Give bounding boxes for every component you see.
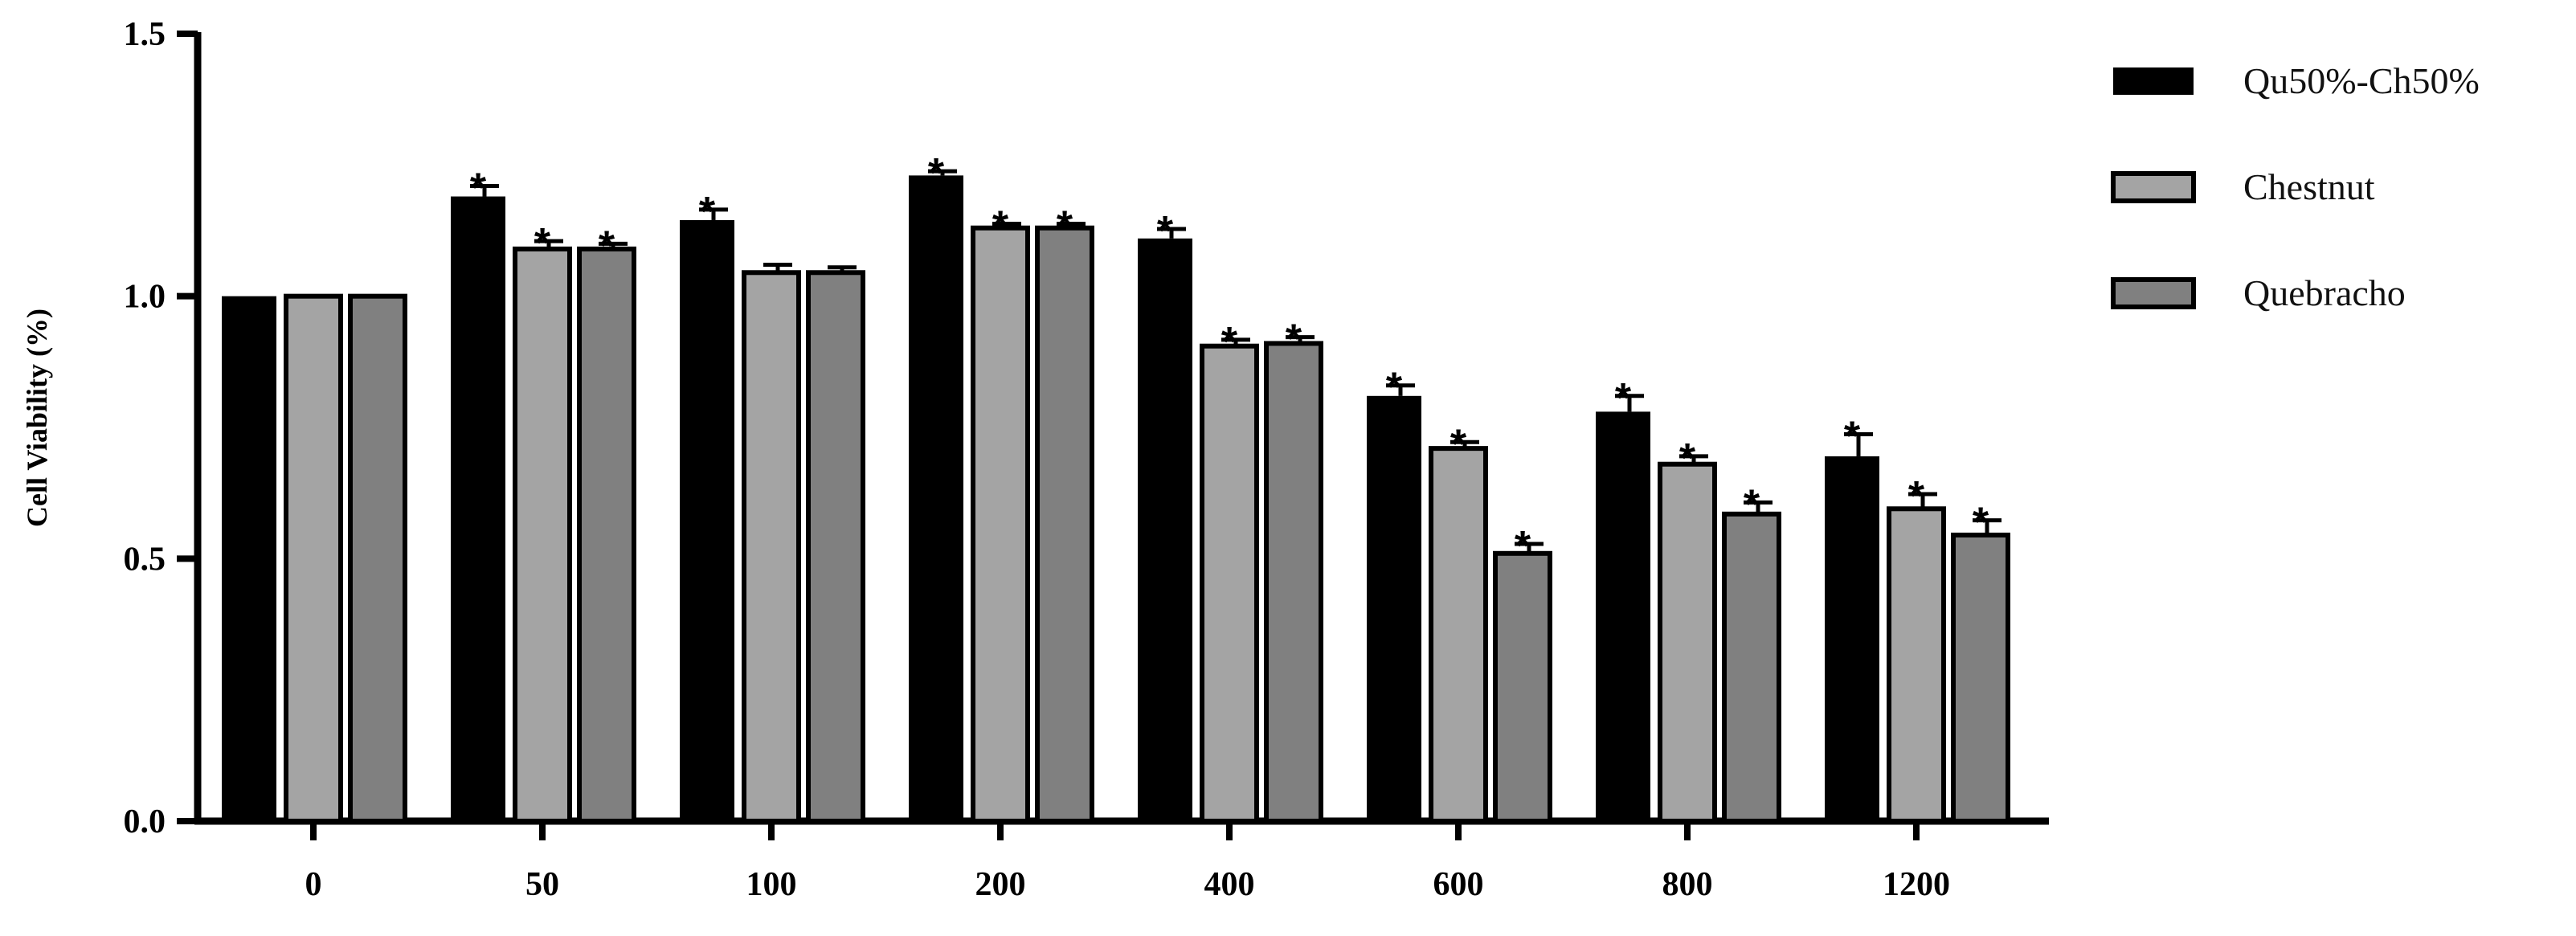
bar (680, 219, 734, 821)
bar (1429, 446, 1488, 824)
bar (1887, 506, 1946, 824)
legend: Qu50%-Ch50% Chestnut Quebracho (2111, 60, 2480, 313)
x-tick-label: 800 (1662, 866, 1713, 903)
x-tick-label: 1200 (1883, 866, 1950, 903)
bar (348, 293, 407, 824)
bar (222, 296, 276, 822)
significance-star: * (1973, 500, 1989, 546)
significance-star: * (534, 220, 551, 267)
significance-star: * (699, 189, 716, 235)
bars: * * * * * * * * * * * * * * * * * * * (222, 150, 2010, 824)
bar (971, 225, 1030, 824)
bar (451, 196, 505, 822)
y-tick-label: 0.0 (124, 803, 166, 840)
x-tick-label: 0 (305, 866, 322, 903)
significance-star: * (1744, 481, 1760, 528)
bar (284, 293, 343, 824)
significance-star: * (1844, 413, 1861, 460)
bar (1138, 238, 1192, 821)
legend-label: Quebracho (2243, 272, 2406, 313)
bar (1264, 341, 1323, 824)
bar (742, 270, 801, 824)
bar (1658, 461, 1717, 824)
significance-star: * (1386, 365, 1403, 411)
significance-star: * (992, 203, 1009, 250)
y-axis-label: Cell Viability (%) (21, 309, 53, 527)
bar (1825, 456, 1879, 821)
significance-star: * (928, 150, 945, 197)
bar (909, 175, 963, 821)
bar (513, 246, 572, 824)
bar (1493, 550, 1552, 824)
significance-star: * (1221, 319, 1238, 366)
significance-star: * (1057, 203, 1073, 250)
significance-star: * (1679, 435, 1696, 482)
x-tick-label: 600 (1433, 866, 1484, 903)
bar (1200, 343, 1259, 824)
legend-label: Qu50%-Ch50% (2243, 60, 2480, 101)
bar (1722, 511, 1781, 824)
significance-star: * (1157, 208, 1174, 255)
significance-star: * (1615, 375, 1632, 422)
x-tick-label: 100 (746, 866, 797, 903)
significance-star: * (599, 223, 615, 269)
significance-star: * (1286, 317, 1302, 363)
y-tick-label: 0.5 (124, 541, 166, 578)
legend-label: Chestnut (2243, 166, 2375, 207)
bar (1951, 532, 2010, 824)
legend-swatch (2113, 67, 2194, 95)
bar (1596, 411, 1650, 821)
x-tick-label: 50 (525, 866, 559, 903)
significance-star: * (1450, 421, 1467, 468)
significance-star: * (1515, 523, 1531, 570)
legend-swatch (2111, 171, 2196, 203)
bar (577, 246, 636, 824)
bar (1035, 225, 1094, 824)
y-tick-label: 1.5 (124, 16, 166, 53)
y-tick-label: 1.0 (124, 279, 166, 316)
legend-swatch (2111, 277, 2196, 309)
significance-star: * (470, 165, 487, 211)
bar (806, 270, 865, 824)
x-tick-label: 400 (1204, 866, 1255, 903)
bar (1367, 395, 1421, 821)
significance-star: * (1908, 473, 1925, 520)
x-tick-label: 200 (975, 866, 1026, 903)
